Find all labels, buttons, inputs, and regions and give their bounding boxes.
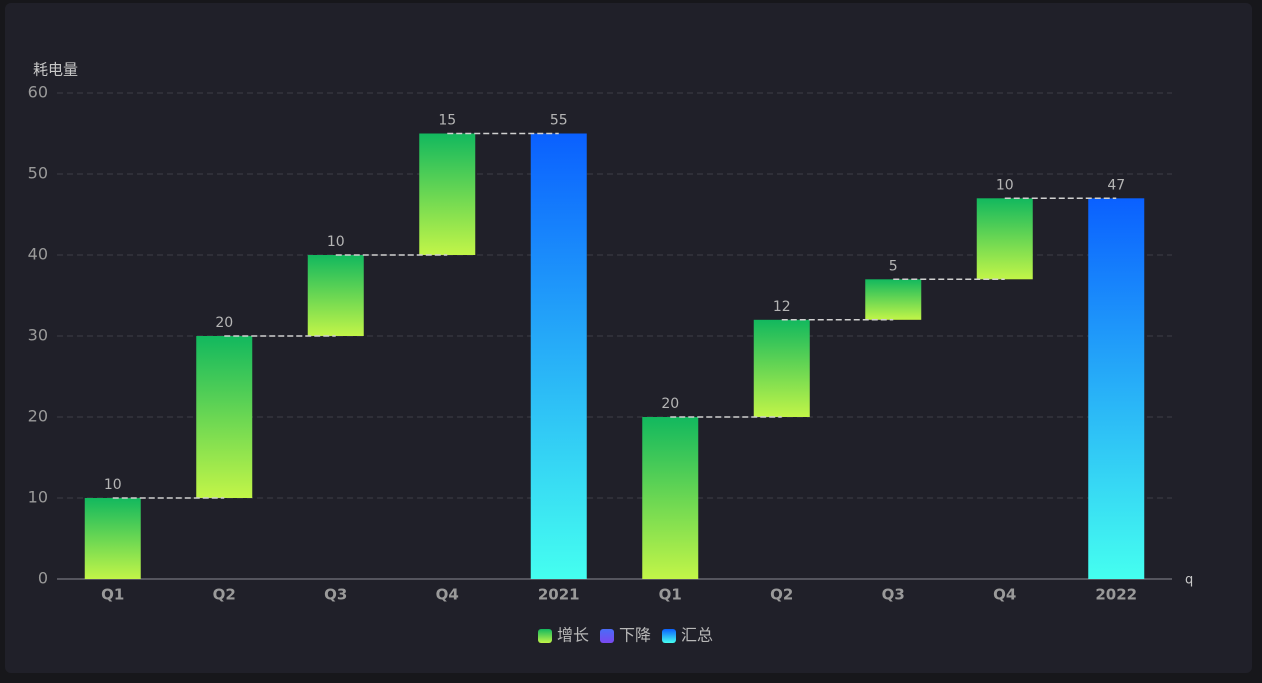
bar xyxy=(196,336,253,498)
bar xyxy=(530,133,587,579)
y-tick-label: 60 xyxy=(28,83,48,102)
legend-swatch xyxy=(538,629,552,643)
data-label: 20 xyxy=(661,396,679,412)
legend-label: 下降 xyxy=(619,626,651,645)
x-tick-label: Q2 xyxy=(213,586,236,604)
y-tick-label: 50 xyxy=(28,164,48,183)
x-tick-label: Q4 xyxy=(993,586,1016,604)
x-tick-label: Q1 xyxy=(101,586,124,604)
panel xyxy=(5,3,1252,673)
x-tick-label: Q3 xyxy=(324,586,347,604)
x-tick-label: Q3 xyxy=(882,586,905,604)
bar xyxy=(642,417,699,579)
y-tick-label: 0 xyxy=(38,569,48,588)
y-tick-label: 20 xyxy=(28,407,48,426)
data-label: 10 xyxy=(104,477,122,493)
legend-label: 汇总 xyxy=(681,626,713,645)
bar xyxy=(865,279,922,320)
y-tick-label: 10 xyxy=(28,488,48,507)
data-label: 15 xyxy=(438,113,456,129)
data-label: 20 xyxy=(215,315,233,331)
bar xyxy=(976,198,1033,280)
bar xyxy=(1088,198,1145,580)
x-tick-label: Q1 xyxy=(659,586,682,604)
data-label: 47 xyxy=(1107,177,1125,193)
x-axis-label: q xyxy=(1185,573,1193,588)
x-tick-label: Q4 xyxy=(436,586,459,604)
data-label: 10 xyxy=(327,234,345,250)
bar xyxy=(84,498,141,579)
bar xyxy=(307,255,364,336)
x-tick-label: 2021 xyxy=(538,586,580,604)
bar xyxy=(753,319,810,417)
y-axis-label: 耗电量 xyxy=(33,61,78,79)
legend-swatch xyxy=(662,629,676,643)
legend-swatch xyxy=(600,629,614,643)
legend-label: 增长 xyxy=(557,626,589,645)
x-tick-label: Q2 xyxy=(770,586,793,604)
bar xyxy=(419,133,476,255)
data-label: 10 xyxy=(996,177,1014,193)
data-label: 55 xyxy=(550,113,568,129)
y-tick-label: 30 xyxy=(28,326,48,345)
y-tick-label: 40 xyxy=(28,245,48,264)
x-tick-label: 2022 xyxy=(1095,586,1137,604)
data-label: 5 xyxy=(889,258,898,274)
data-label: 12 xyxy=(773,299,791,315)
